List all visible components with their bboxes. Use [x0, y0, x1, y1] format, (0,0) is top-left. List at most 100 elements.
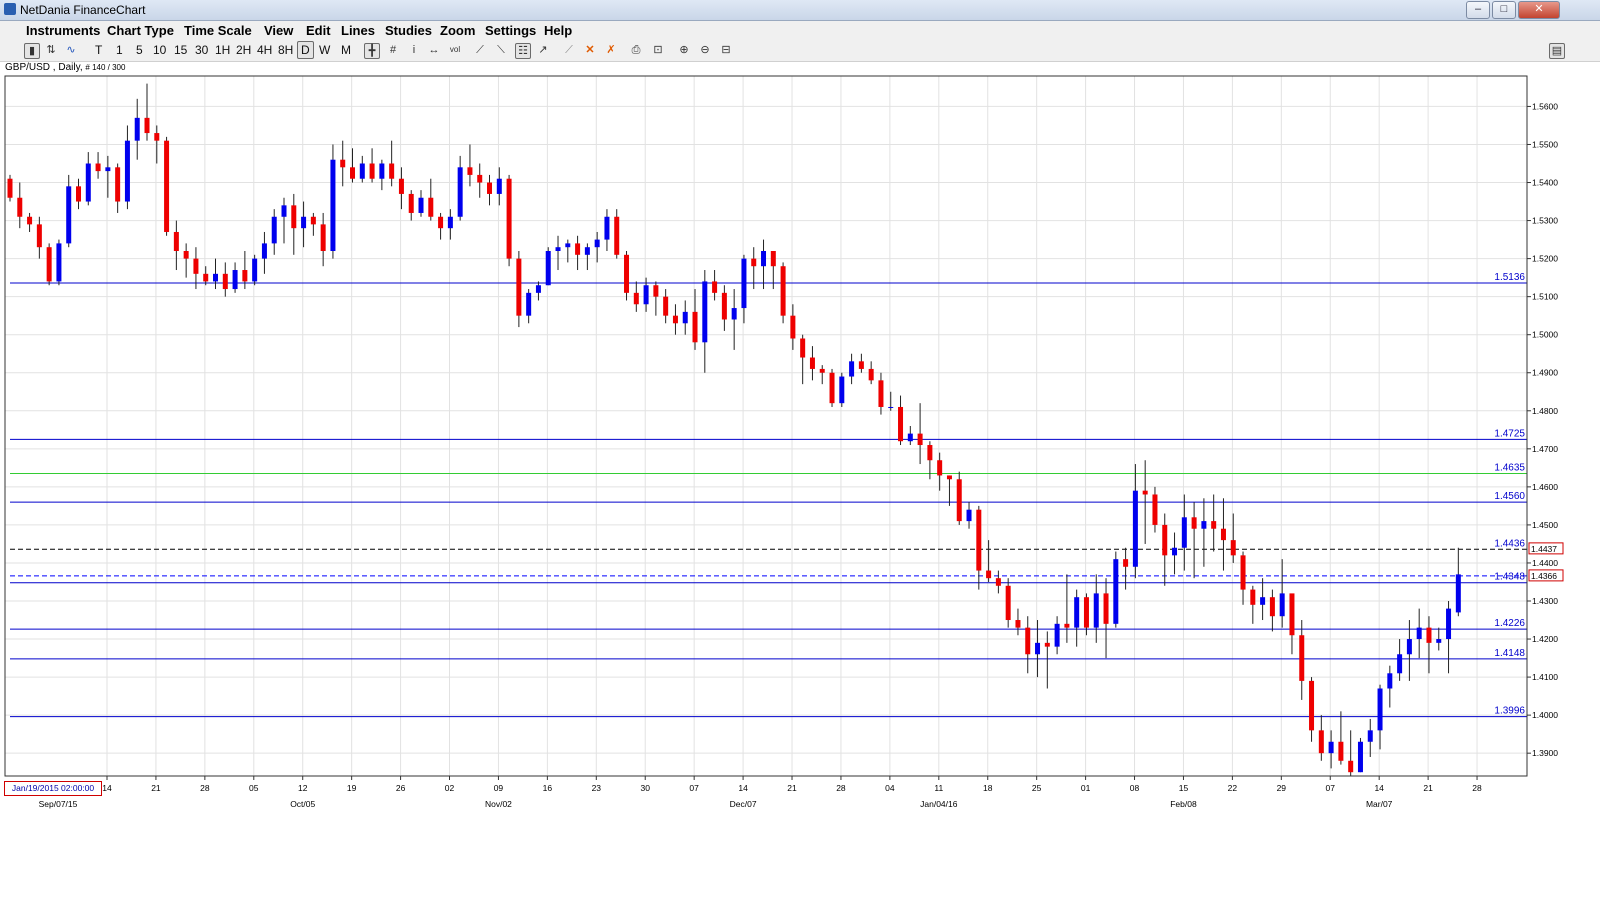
candle-body — [575, 243, 581, 255]
print-preview-icon[interactable]: ⊡ — [653, 44, 663, 56]
print-icon[interactable]: ⎙ — [631, 44, 641, 56]
candle-body — [1416, 627, 1422, 640]
x-tick-label: 04 — [885, 783, 895, 793]
timescale-30m[interactable]: 30 — [195, 43, 209, 57]
candle-body — [1387, 673, 1393, 689]
y-axis: 1.3900 1.4000 1.4100 1.4200 1.4300 1.4400 1.45… — [1527, 101, 1564, 758]
menu-chart-type[interactable]: Chart Type — [107, 23, 174, 38]
info-icon[interactable]: i — [412, 44, 416, 56]
candle — [1309, 677, 1315, 742]
x-tick-label: 07 — [689, 783, 699, 793]
grid-icon[interactable]: # — [389, 44, 397, 56]
timescale-1m[interactable]: 1 — [116, 43, 123, 57]
candle-body — [173, 231, 179, 251]
menu-instruments[interactable]: Instruments — [26, 23, 101, 38]
menu-time-scale[interactable]: Time Scale — [184, 23, 252, 38]
candle-body — [1309, 680, 1315, 731]
menu-settings[interactable]: Settings — [485, 23, 537, 38]
menu-zoom[interactable]: Zoom — [440, 23, 476, 38]
candle — [995, 570, 1001, 594]
fibonacci-icon[interactable]: ☷ — [515, 43, 531, 59]
candle-body — [1142, 490, 1148, 495]
candle — [986, 540, 992, 582]
cursor-icon[interactable]: ↗ — [538, 44, 548, 56]
delete-all-icon[interactable]: ✗ — [606, 44, 616, 56]
timescale-10m[interactable]: 10 — [153, 43, 167, 57]
y-tick-label: 1.4100 — [1532, 672, 1558, 682]
candle — [467, 144, 473, 187]
line-draw-icon[interactable]: ⟋ — [565, 44, 573, 56]
candle-body — [85, 163, 91, 202]
menu-studies[interactable]: Studies — [385, 23, 432, 38]
maximize-button[interactable]: □ — [1492, 1, 1516, 19]
line-chart-icon[interactable]: ∿ — [66, 44, 76, 56]
candle — [281, 197, 287, 244]
x-axis: 14 21 28 05 12 19 26 02 09 16 23 30 07 14 21 28 04 11 18 25… — [39, 776, 1482, 809]
candle-body — [76, 186, 82, 202]
candle — [888, 391, 894, 411]
timescale-15m[interactable]: 15 — [174, 43, 188, 57]
candle-body — [956, 479, 962, 522]
candle — [1044, 631, 1050, 689]
panel-icon[interactable]: ▤ — [1549, 43, 1565, 59]
menu-lines[interactable]: Lines — [341, 23, 375, 38]
timescale-1h[interactable]: 1H — [215, 43, 231, 57]
candle-body — [751, 258, 757, 267]
candle-body — [663, 296, 669, 316]
timescale-tick[interactable]: T — [95, 43, 103, 57]
candle — [624, 251, 630, 301]
timescale-monthly[interactable]: M — [341, 43, 351, 57]
level-label: 1.4148 — [1494, 648, 1525, 659]
candle — [1152, 486, 1158, 533]
trendline-icon[interactable]: ⟋ — [476, 44, 484, 56]
bar-chart-icon[interactable]: ▮ — [24, 43, 40, 59]
candle-body — [1191, 517, 1197, 529]
timescale-5m[interactable]: 5 — [136, 43, 143, 57]
candle — [261, 231, 267, 274]
candle-body — [907, 433, 913, 442]
timescale-4h[interactable]: 4H — [257, 43, 273, 57]
candle — [408, 190, 414, 221]
candle-chart-icon[interactable]: ⇅ — [46, 44, 56, 56]
timescale-2h[interactable]: 2H — [236, 43, 252, 57]
channel-icon[interactable]: ⟍ — [497, 44, 505, 56]
bar-count: # 140 / 300 — [85, 63, 126, 72]
timescale-weekly[interactable]: W — [319, 43, 331, 57]
candle — [7, 174, 13, 202]
zoom-out-icon[interactable]: ⊖ — [700, 44, 710, 56]
candle-body — [770, 251, 776, 267]
x-month-label: Sep/07/15 — [39, 799, 78, 809]
candle — [496, 167, 502, 206]
candle — [232, 262, 238, 293]
candle-body — [1201, 521, 1207, 529]
candle — [1005, 578, 1011, 628]
timescale-daily[interactable]: D — [297, 41, 314, 59]
y-tick-label: 1.5300 — [1532, 216, 1558, 226]
menu-view[interactable]: View — [264, 23, 294, 38]
x-tick-label: 09 — [494, 783, 504, 793]
close-button[interactable]: ✕ — [1518, 1, 1560, 19]
y-tick-label: 1.4500 — [1532, 520, 1558, 530]
delete-icon[interactable]: ✕ — [585, 44, 595, 56]
pan-icon[interactable]: ↔ — [428, 44, 440, 56]
zoom-in-icon[interactable]: ⊕ — [679, 44, 689, 56]
window-titlebar: NetDania FinanceChart – □ ✕ — [0, 0, 1600, 21]
candle — [271, 209, 277, 255]
candle-body — [976, 509, 982, 571]
crosshair-icon[interactable]: ╋ — [364, 43, 380, 59]
candle-body — [692, 311, 698, 343]
candle-body — [261, 243, 267, 259]
candle-body — [878, 380, 884, 407]
timescale-8h[interactable]: 8H — [278, 43, 294, 57]
menu-help[interactable]: Help — [544, 23, 573, 38]
candle-body — [487, 182, 493, 194]
volume-icon[interactable]: vol — [449, 45, 461, 54]
candle-body — [1074, 597, 1080, 628]
candle — [1260, 578, 1266, 621]
candle — [741, 254, 747, 324]
minimize-button[interactable]: – — [1466, 1, 1490, 19]
fit-icon[interactable]: ⊟ — [721, 44, 731, 56]
menu-edit[interactable]: Edit — [306, 23, 331, 38]
candle — [1142, 460, 1148, 544]
